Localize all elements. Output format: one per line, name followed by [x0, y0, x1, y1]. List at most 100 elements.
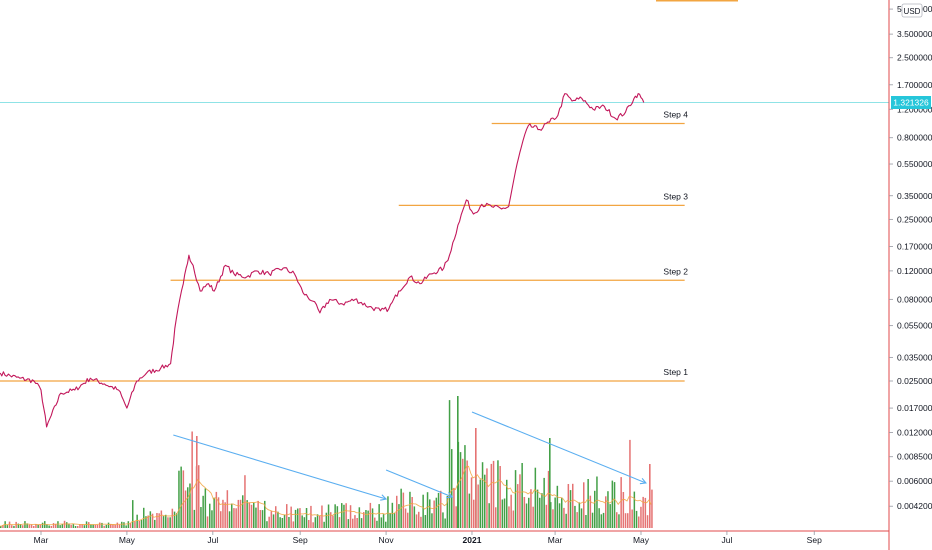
- volume-bar: [297, 508, 299, 528]
- x-axis[interactable]: Mar May Jul Sep Nov 2021 Mar May Jul Sep: [34, 531, 822, 545]
- volume-bar: [468, 493, 471, 528]
- price-series: [0, 93, 645, 428]
- last-price-label: 1.321326: [893, 98, 929, 108]
- volume-bar: [413, 506, 416, 528]
- volume-bar: [514, 470, 517, 528]
- volume-bar: [299, 508, 301, 528]
- volume-bar: [481, 462, 484, 528]
- volume-bar: [420, 516, 422, 528]
- step-levels: Step 1 Step 2 Step 3 Step 4: [0, 109, 688, 382]
- y-tick-label: 1.700000: [897, 80, 932, 90]
- volume-bar: [475, 428, 477, 528]
- volume-bar: [118, 524, 121, 528]
- volume-bar: [147, 515, 149, 528]
- volume-bar: [79, 524, 81, 528]
- volume-bar: [503, 498, 506, 528]
- volume-bar: [96, 524, 99, 528]
- volume-bar: [129, 522, 132, 528]
- volume-bar: [325, 512, 328, 528]
- volume-bar: [605, 496, 607, 528]
- volume-bar: [180, 466, 182, 528]
- y-tick-label: 0.008500: [897, 452, 932, 462]
- volume-bar: [90, 524, 92, 528]
- volume-trend-arrow[interactable]: [385, 469, 453, 498]
- volume-bar: [572, 483, 574, 528]
- volume-bar: [41, 522, 44, 528]
- step-level-label: Step 2: [663, 266, 688, 276]
- volume-bar: [112, 524, 114, 528]
- volume-bar: [202, 495, 204, 528]
- y-tick-label: 0.800000: [897, 133, 932, 143]
- volume-bar: [336, 506, 339, 528]
- y-tick-label: 0.017000: [897, 403, 932, 413]
- volume-bar: [374, 517, 376, 528]
- volume-bar: [358, 507, 361, 528]
- volume-bar: [22, 525, 24, 528]
- volume-bar: [165, 514, 167, 528]
- volume-bar: [242, 495, 244, 528]
- y-tick-label: 1.200000: [897, 104, 932, 114]
- x-tick-label: May: [633, 535, 650, 545]
- volume-bar: [134, 521, 136, 528]
- x-tick-label: Jul: [721, 535, 732, 545]
- volume-bar: [231, 503, 233, 528]
- volume-bar: [455, 506, 457, 528]
- volume-bar: [99, 522, 101, 528]
- volume-bar: [638, 516, 640, 528]
- volume-bar: [624, 513, 627, 528]
- y-tick-label: 0.080000: [897, 294, 932, 304]
- volume-bar: [15, 521, 17, 528]
- volume-bar: [114, 524, 116, 528]
- volume-bar: [83, 525, 86, 528]
- volume-bar: [228, 511, 231, 528]
- volume-bar: [308, 520, 310, 528]
- volume-bar: [512, 510, 515, 528]
- y-tick-label: 0.250000: [897, 214, 932, 224]
- volume-bar: [627, 513, 629, 528]
- volume-bar: [556, 485, 559, 528]
- volume-bar: [314, 517, 317, 528]
- price-line[interactable]: [0, 93, 645, 428]
- volume-bar: [50, 526, 53, 528]
- currency-badge[interactable]: USD: [901, 3, 923, 18]
- volume-bar: [145, 516, 147, 528]
- volume-bar: [330, 512, 332, 528]
- volume-bar: [19, 524, 22, 528]
- volume-bar: [121, 521, 123, 528]
- volume-bar: [6, 525, 9, 528]
- volume-bar: [226, 490, 229, 528]
- volume-bar: [116, 522, 119, 528]
- volume-bar: [451, 449, 453, 528]
- volume-bar: [356, 518, 358, 528]
- volume-bar: [52, 523, 55, 528]
- volume-trend-arrow[interactable]: [471, 411, 647, 484]
- volume-bar: [88, 522, 90, 528]
- y-tick-label: 0.055000: [897, 321, 932, 331]
- volume-bar: [640, 506, 642, 528]
- x-tick-label: Sep: [293, 535, 308, 545]
- volume-bar: [68, 523, 70, 528]
- volume-bar: [125, 525, 127, 528]
- volume-bar: [426, 492, 429, 528]
- volume-bar: [602, 512, 605, 528]
- volume-trend-arrow[interactable]: [173, 434, 387, 500]
- volume-bar: [286, 504, 288, 528]
- volume-bar: [275, 506, 277, 528]
- volume-bar: [554, 497, 556, 528]
- y-tick-label: 0.012000: [897, 428, 932, 438]
- volume-bar: [193, 509, 196, 528]
- volume-bar: [222, 499, 224, 528]
- volume-bar: [250, 504, 253, 528]
- volume-bar: [257, 500, 259, 528]
- volume-bar: [369, 502, 372, 528]
- step-level-label: Step 3: [663, 191, 688, 201]
- volume-bar: [151, 513, 154, 528]
- y-tick-label: 0.035000: [897, 352, 932, 362]
- volume-bar: [495, 507, 497, 528]
- volume-bar: [580, 508, 583, 528]
- volume-bar: [343, 504, 345, 528]
- volume-bar: [598, 508, 600, 528]
- volume-bar: [204, 488, 207, 528]
- volume-bar: [103, 525, 105, 528]
